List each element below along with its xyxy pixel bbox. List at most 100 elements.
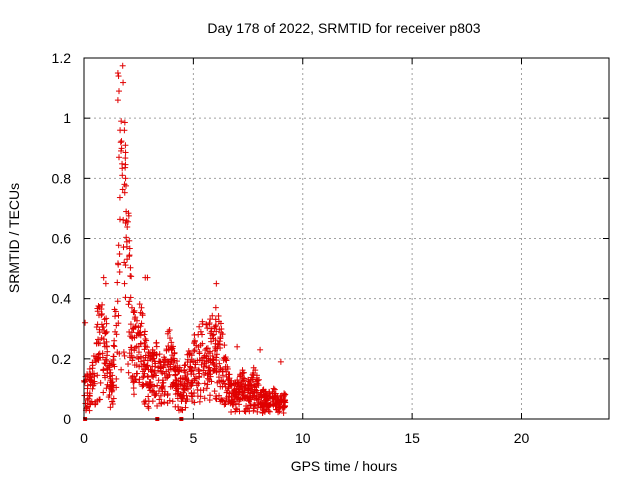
data-point (109, 398, 116, 405)
data-point (203, 385, 210, 392)
data-point (132, 344, 139, 351)
data-point (161, 354, 168, 361)
x-axis-label: GPS time / hours (291, 458, 398, 474)
data-point (211, 388, 218, 395)
data-point (161, 399, 168, 406)
data-point (140, 373, 147, 380)
data-point (259, 409, 266, 416)
data-point (111, 337, 118, 344)
data-point (187, 383, 194, 390)
data-point (164, 392, 171, 399)
data-point (201, 380, 208, 387)
data-point (139, 368, 146, 375)
data-point (239, 367, 246, 374)
data-point (241, 375, 248, 382)
data-point (191, 340, 198, 347)
data-point (269, 394, 276, 401)
data-point (122, 175, 129, 182)
data-point (155, 367, 162, 374)
data-point (202, 347, 209, 354)
data-point (218, 377, 225, 384)
data-point (121, 189, 128, 196)
data-point (219, 331, 226, 338)
data-point (103, 320, 110, 327)
data-point (213, 368, 220, 375)
data-point (244, 387, 251, 394)
data-point (112, 313, 119, 320)
data-point (121, 259, 128, 266)
data-point (103, 343, 110, 350)
data-point (118, 118, 125, 125)
data-point (209, 352, 216, 359)
data-point (97, 379, 104, 386)
data-point (102, 280, 109, 287)
data-point (257, 392, 264, 399)
data-point (209, 312, 216, 319)
data-point (84, 382, 91, 389)
data-point (145, 349, 152, 356)
data-point (126, 328, 133, 335)
data-point (167, 361, 174, 368)
data-point (179, 406, 186, 413)
data-point (271, 386, 278, 393)
data-point (122, 155, 129, 162)
data-point (240, 375, 247, 382)
data-point (196, 357, 203, 364)
data-point (177, 392, 184, 399)
data-point (169, 398, 176, 405)
data-point (254, 380, 261, 387)
data-point (83, 404, 90, 411)
data-point (207, 316, 214, 323)
data-point (232, 400, 239, 407)
data-point (122, 142, 129, 149)
data-point (164, 330, 171, 337)
data-point (277, 358, 284, 365)
data-point (219, 368, 226, 375)
data-point (216, 392, 223, 399)
data-point (179, 396, 186, 403)
data-point (142, 365, 149, 372)
data-point (125, 369, 132, 376)
data-point (206, 348, 213, 355)
data-point (110, 342, 117, 349)
data-point (127, 294, 134, 301)
data-point (176, 364, 183, 371)
data-point (126, 237, 133, 244)
data-point (217, 364, 224, 371)
data-point (102, 374, 109, 381)
data-point (245, 397, 252, 404)
data-point (232, 408, 239, 415)
data-point (188, 352, 195, 359)
data-point (257, 404, 264, 411)
data-point (156, 358, 163, 365)
data-point (150, 373, 157, 380)
data-point (103, 358, 110, 365)
data-point (253, 372, 260, 379)
data-point (185, 348, 192, 355)
data-point (251, 395, 258, 402)
data-point (281, 391, 288, 398)
data-point (122, 182, 129, 189)
data-point (200, 387, 207, 394)
data-point (136, 363, 143, 370)
data-point (180, 382, 187, 389)
data-point (121, 352, 128, 359)
data-point (210, 331, 217, 338)
data-point (234, 343, 241, 350)
data-point (94, 372, 101, 379)
data-point (170, 355, 177, 362)
data-point (130, 379, 137, 386)
data-point (225, 393, 232, 400)
data-point (165, 373, 172, 380)
data-point (109, 372, 116, 379)
data-point (223, 357, 230, 364)
data-point (90, 370, 97, 377)
data-point (82, 400, 89, 407)
data-point (103, 315, 110, 322)
data-point (118, 366, 125, 373)
y-tick-label: 0.4 (52, 291, 72, 307)
data-point (123, 234, 130, 241)
data-point (203, 345, 210, 352)
data-point (144, 357, 151, 364)
data-point (109, 400, 116, 407)
